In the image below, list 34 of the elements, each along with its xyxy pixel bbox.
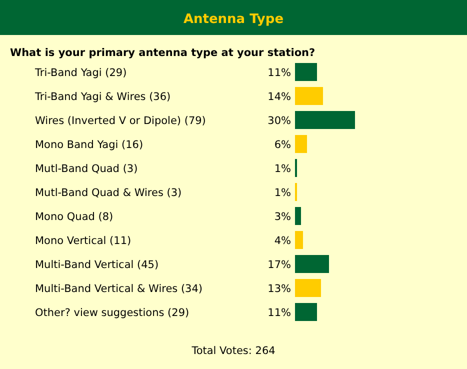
text: Total Votes: 264 xyxy=(190,345,276,357)
y-tick-label: Mono Quad (8) xyxy=(35,211,114,223)
data-label: 11% xyxy=(268,67,292,79)
text: What is your primary antenna type at your station? xyxy=(10,47,316,59)
chart-title: Antenna Type xyxy=(183,12,284,27)
bar xyxy=(295,207,301,225)
data-label: 30% xyxy=(268,115,292,127)
bar xyxy=(295,231,303,249)
bar xyxy=(295,135,307,153)
data-label: 6% xyxy=(274,139,292,151)
data-label: 13% xyxy=(268,283,292,295)
data-label: 1% xyxy=(274,187,292,199)
bar xyxy=(295,111,355,129)
data-label: 17% xyxy=(268,259,292,271)
y-tick-label: Mutl-Band Quad (3) xyxy=(35,163,138,175)
bar xyxy=(295,63,317,81)
y-tick-label: Tri-Band Yagi (29) xyxy=(34,67,127,79)
y-tick-label: Multi-Band Vertical (45) xyxy=(35,259,159,271)
bar xyxy=(295,255,329,273)
data-label: 3% xyxy=(274,211,292,223)
bar xyxy=(295,303,317,321)
y-tick-label: Mono Band Yagi (16) xyxy=(35,139,144,151)
y-tick-label: Mutl-Band Quad & Wires (3) xyxy=(35,187,182,199)
y-tick-label: Tri-Band Yagi & Wires (36) xyxy=(34,91,171,103)
data-label: 14% xyxy=(268,91,292,103)
data-label: 1% xyxy=(274,163,292,175)
data-label: 4% xyxy=(274,235,292,247)
data-label: 11% xyxy=(268,307,292,319)
bar xyxy=(295,279,321,297)
y-tick-label: Wires (Inverted V or Dipole) (79) xyxy=(35,115,206,127)
y-tick-label: Other? view suggestions (29) xyxy=(35,307,190,319)
y-tick-label: Multi-Band Vertical & Wires (34) xyxy=(35,283,203,295)
y-tick-label: Mono Vertical (11) xyxy=(35,235,132,247)
bar xyxy=(295,87,323,105)
